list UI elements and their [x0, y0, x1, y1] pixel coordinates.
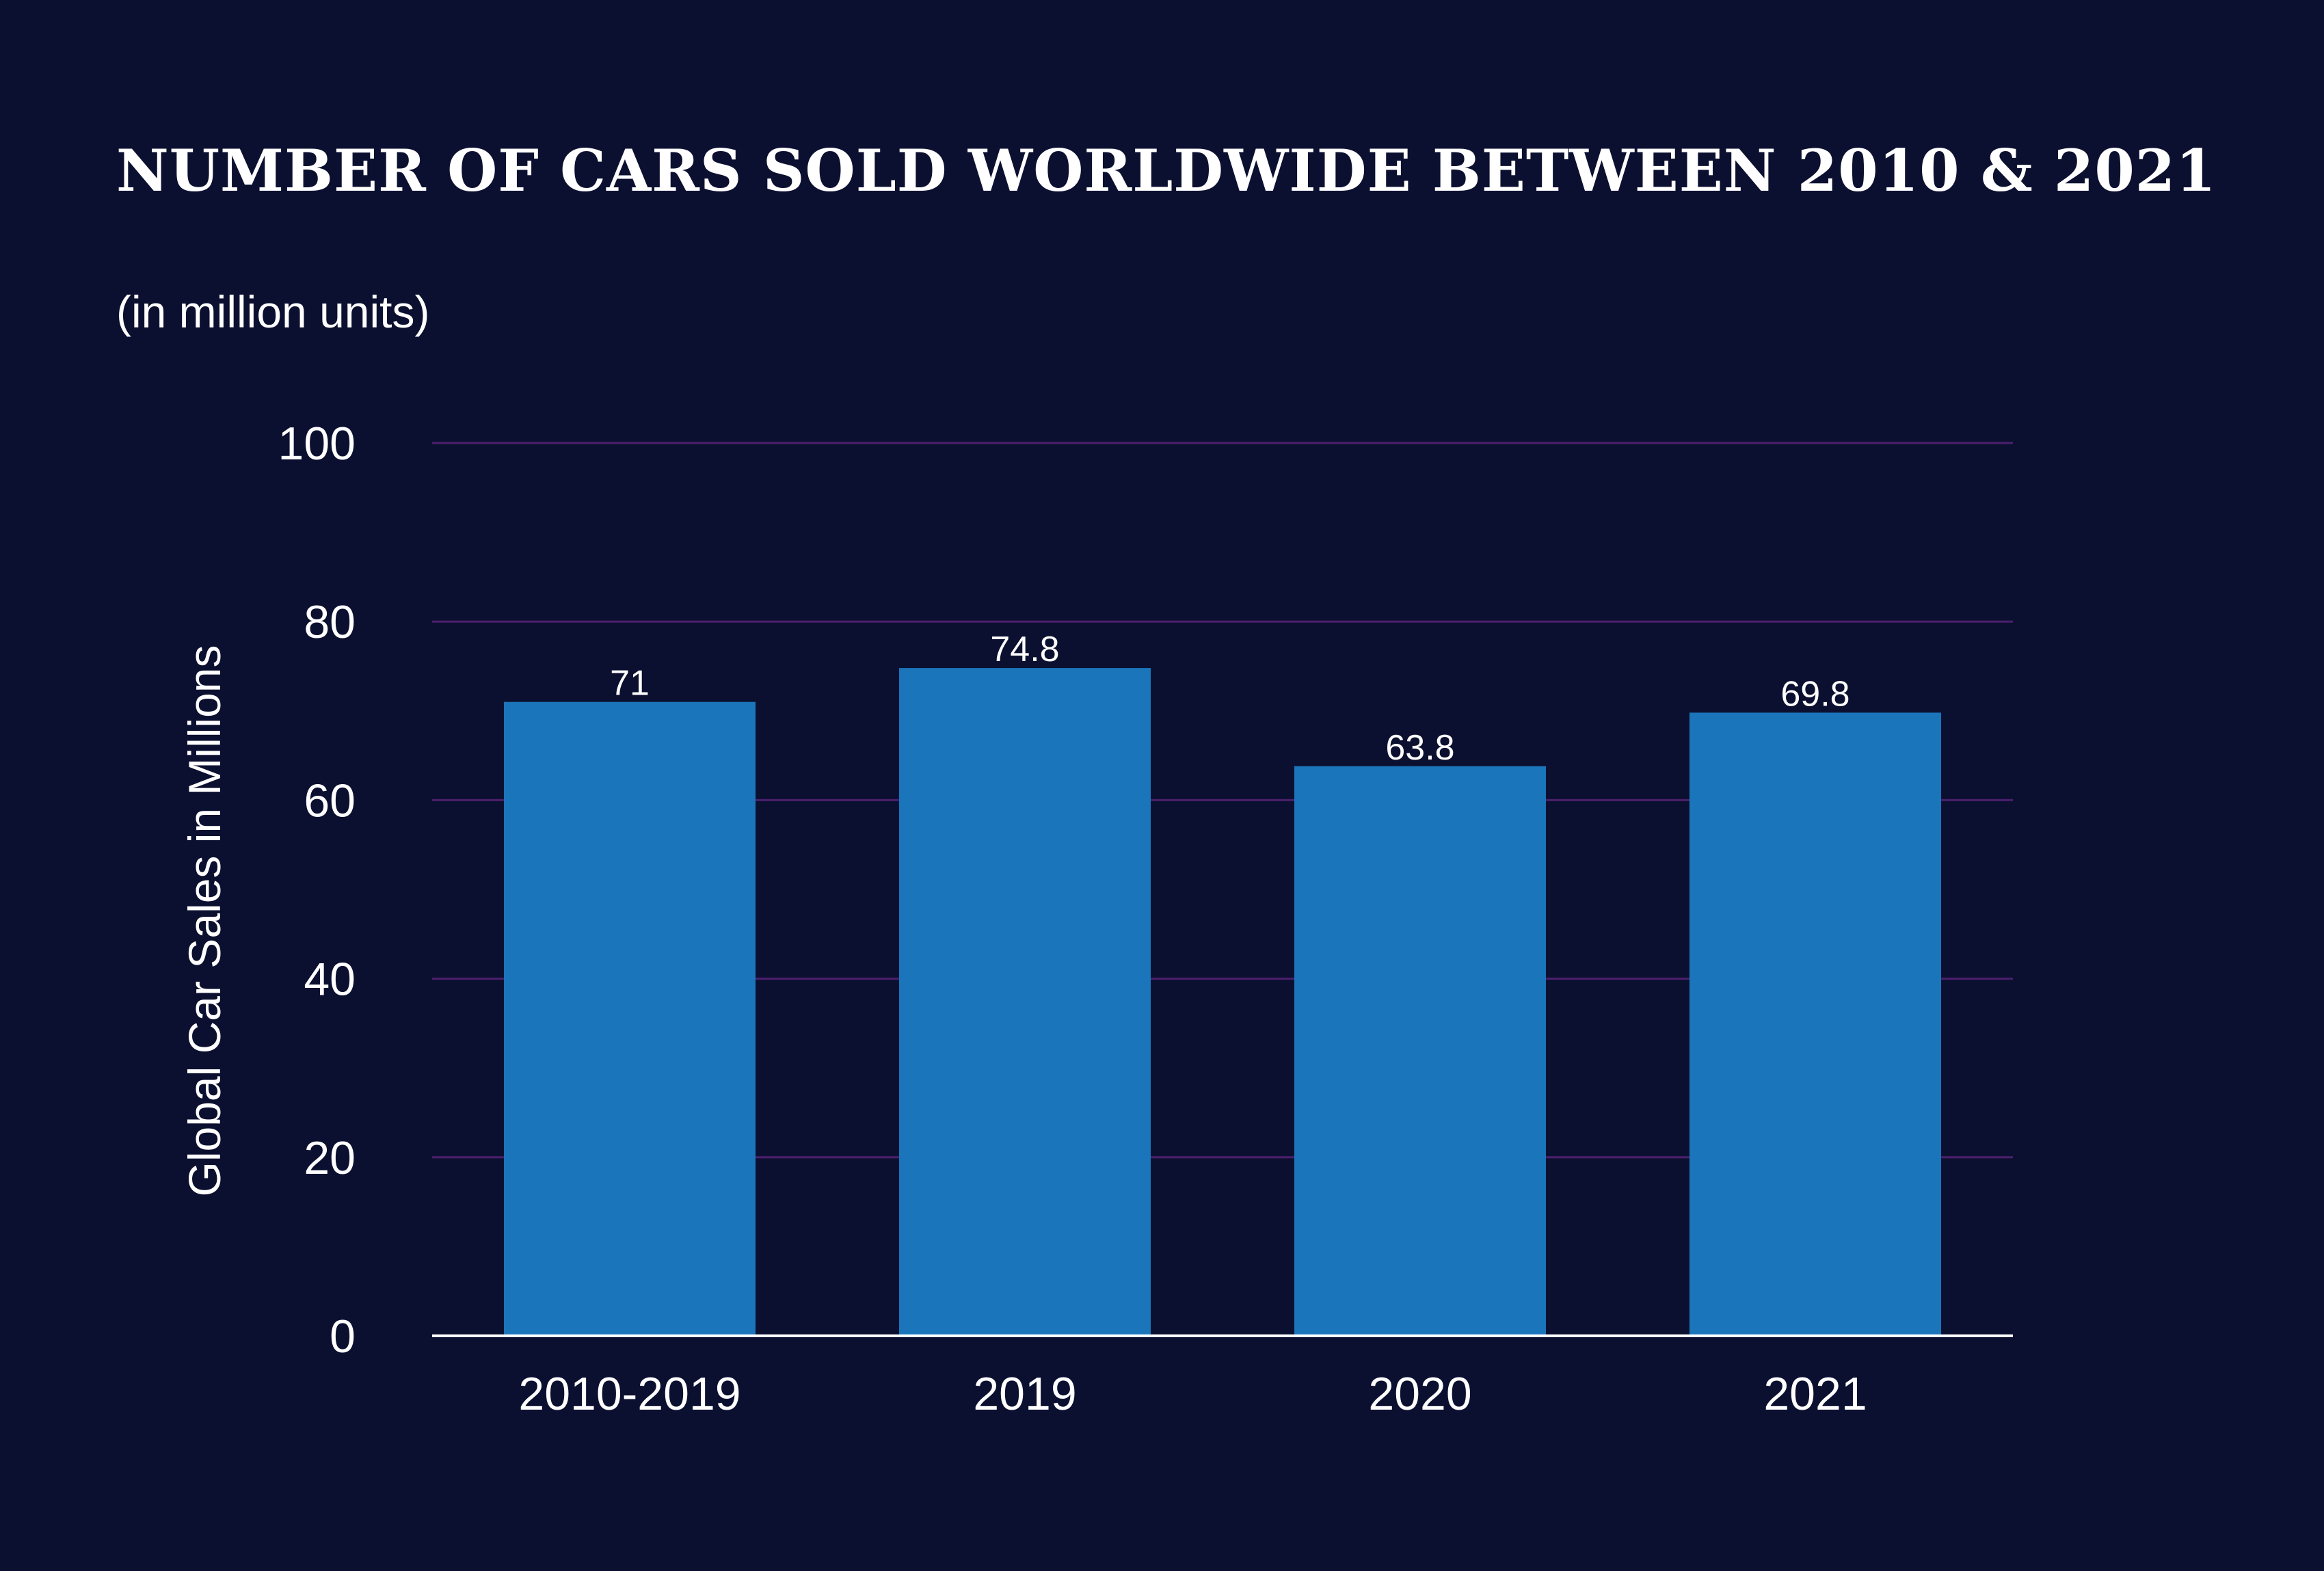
y-tick-label: 20 — [304, 1132, 356, 1184]
y-tick-label: 40 — [304, 954, 356, 1006]
y-axis-label: Global Car Sales in Millions — [179, 645, 230, 1197]
data-label: 74.8 — [990, 630, 1059, 669]
x-tick-label: 2010-2019 — [518, 1368, 740, 1420]
chart-subtitle: (in million units) — [116, 286, 430, 337]
y-axis-ticks: 0 20 40 60 80 100 — [278, 418, 356, 1362]
bar-2021 — [1689, 712, 1941, 1334]
y-tick-label: 80 — [304, 596, 356, 648]
x-tick-label: 2021 — [1763, 1368, 1867, 1420]
bar-2010-2019 — [504, 701, 756, 1334]
y-tick-label: 0 — [330, 1311, 356, 1362]
data-labels: 71 74.8 63.8 69.8 — [610, 630, 1850, 768]
bar-2019 — [899, 668, 1151, 1334]
x-axis-ticks: 2010-2019 2019 2020 2021 — [518, 1368, 1867, 1420]
chart-title: NUMBER OF CARS SOLD WORLDWIDE BETWEEN 20… — [116, 137, 2217, 204]
y-tick-label: 100 — [278, 418, 356, 470]
bar-2020 — [1294, 766, 1546, 1334]
y-tick-label: 60 — [304, 775, 356, 827]
data-label: 63.8 — [1385, 728, 1454, 768]
x-tick-label: 2020 — [1368, 1368, 1471, 1420]
data-label: 71 — [610, 664, 650, 703]
x-tick-label: 2019 — [973, 1368, 1076, 1420]
data-label: 69.8 — [1780, 674, 1849, 714]
bars — [504, 668, 1941, 1334]
